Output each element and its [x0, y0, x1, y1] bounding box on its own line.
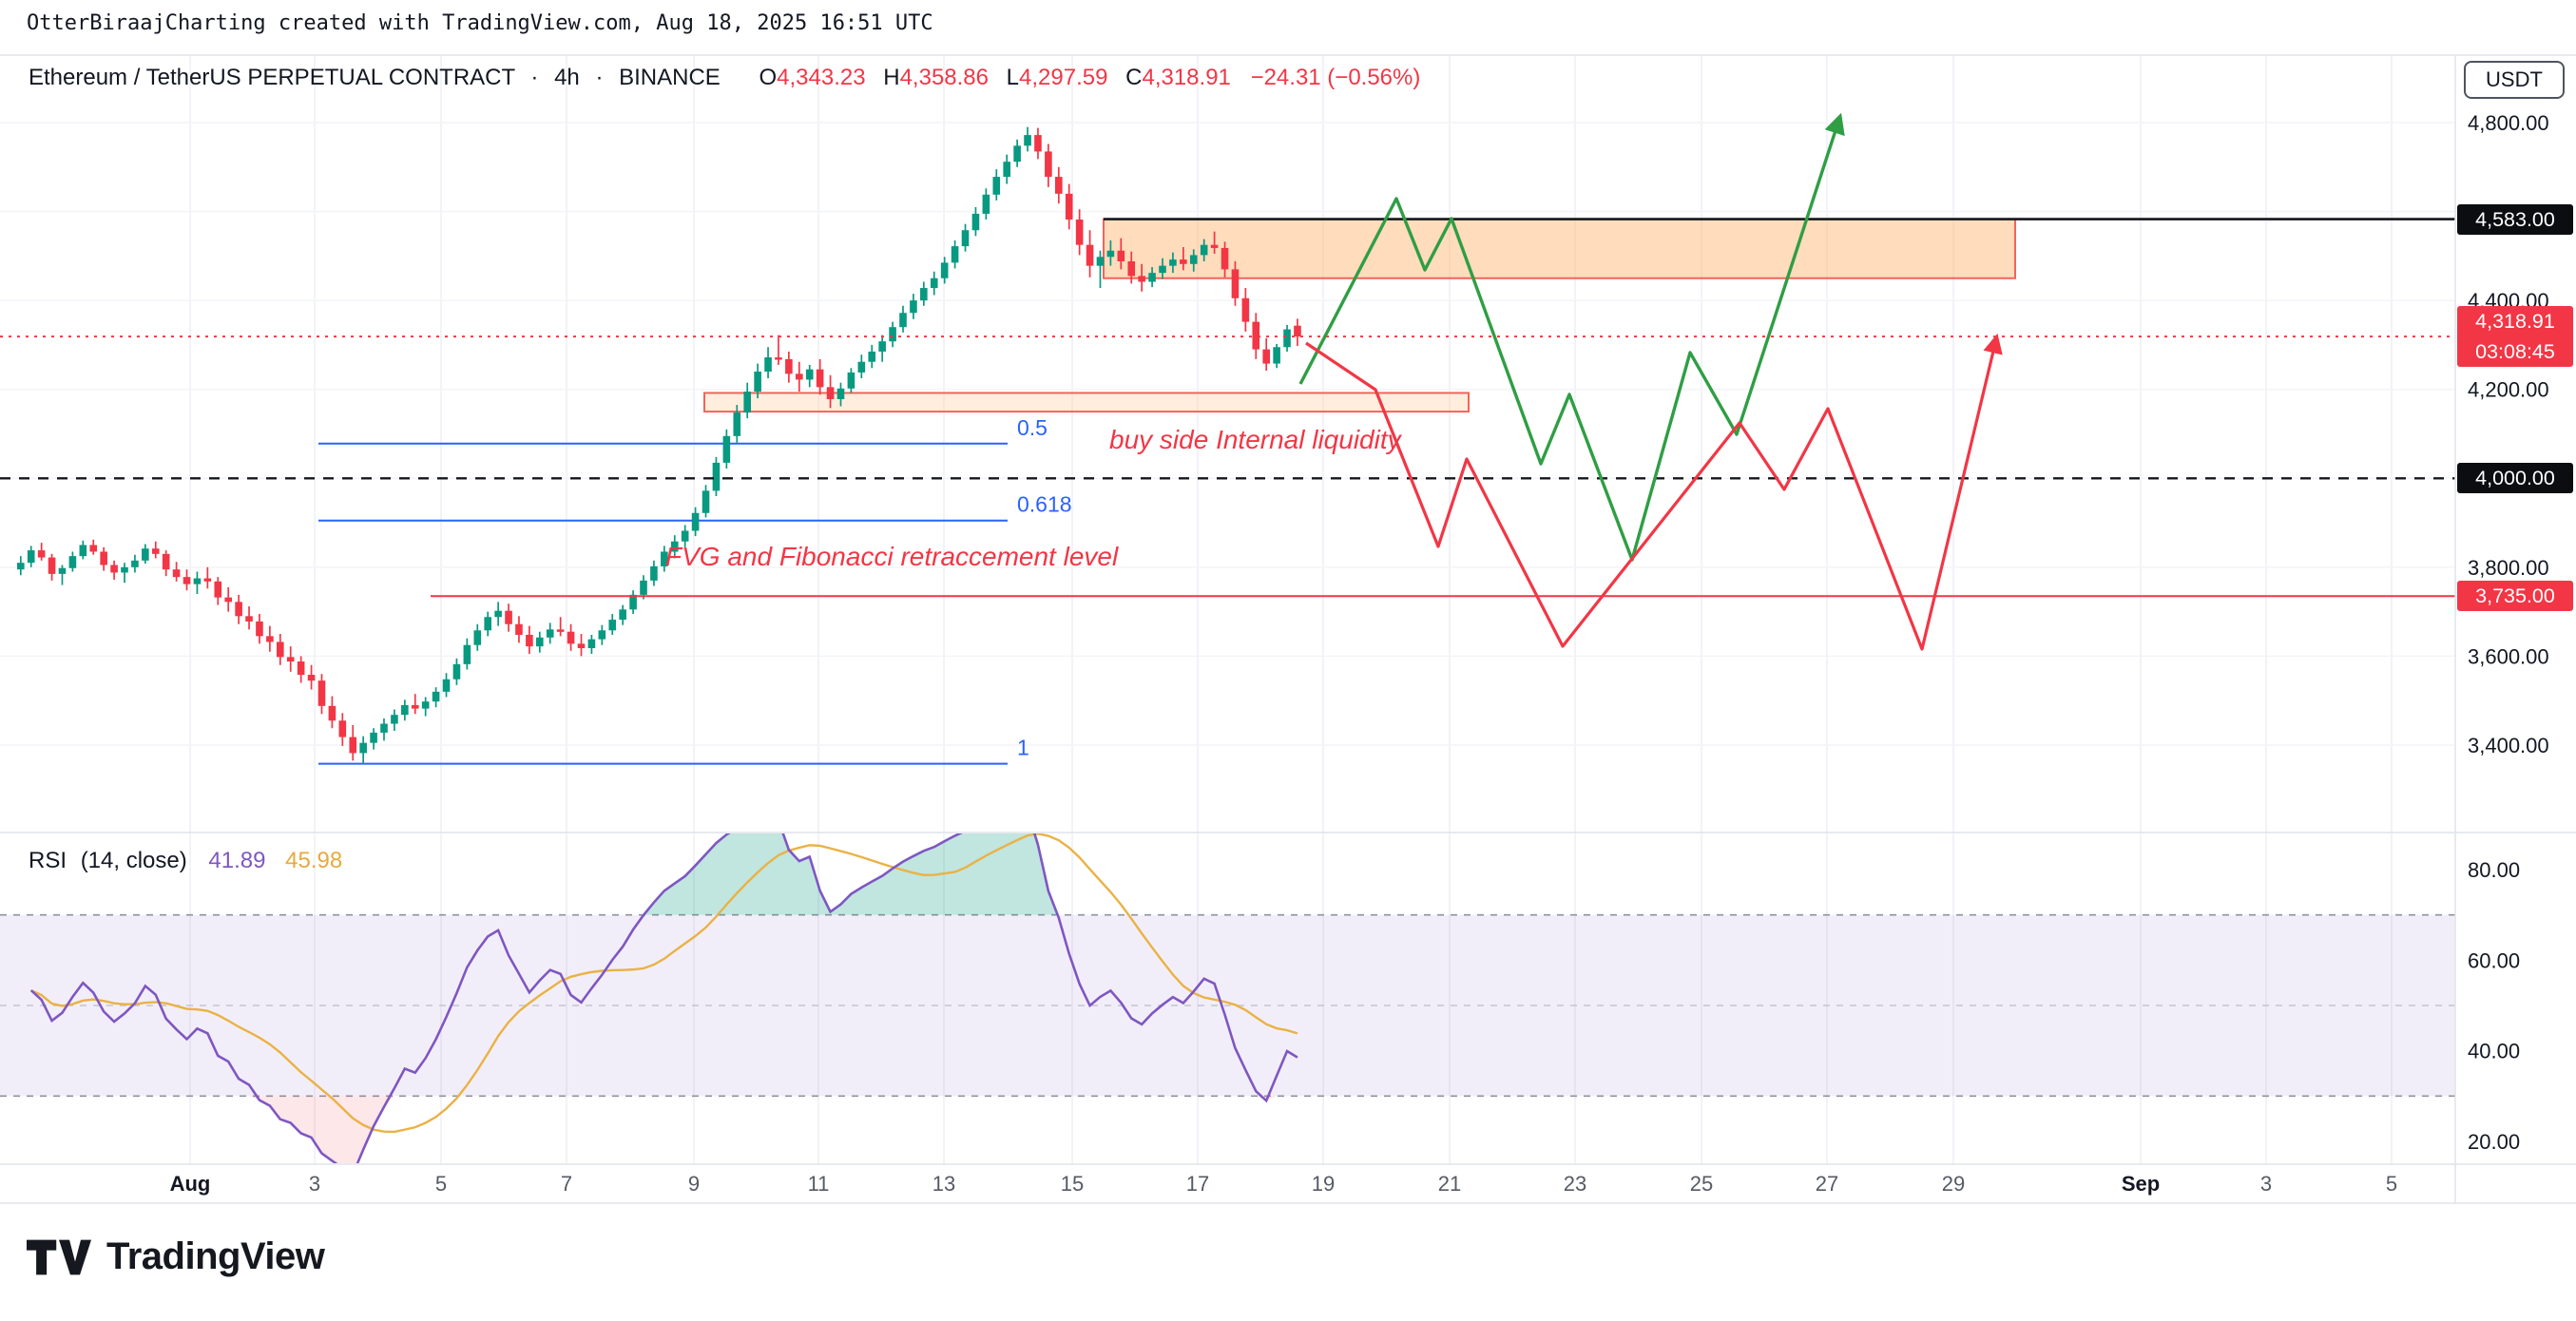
svg-text:3: 3 — [2260, 1172, 2272, 1196]
close-label: C — [1125, 65, 1143, 90]
svg-text:3,400.00: 3,400.00 — [2468, 734, 2549, 757]
low-label: L — [1006, 65, 1020, 90]
svg-text:17: 17 — [1186, 1172, 1209, 1196]
candlestick-series — [17, 126, 1301, 764]
svg-text:7: 7 — [561, 1172, 572, 1196]
interval-label: 4h — [554, 65, 580, 90]
change-value: −24.31 (−0.56%) — [1250, 65, 1421, 90]
exchange-label: BINANCE — [619, 65, 721, 90]
fib-retracement: 0.5 0.618 1 — [318, 415, 1072, 765]
open-label: O — [759, 65, 778, 90]
rsi-band — [0, 913, 2455, 1098]
svg-text:Aug: Aug — [170, 1172, 211, 1196]
svg-text:3,600.00: 3,600.00 — [2468, 644, 2549, 668]
price-axis-labels: 4,800.00 4,400.00 4,200.00 3,800.00 3,600.00… — [2468, 111, 2549, 1154]
svg-text:3: 3 — [309, 1172, 320, 1196]
attribution-text: OtterBiraajCharting created with Trading… — [27, 11, 933, 35]
svg-text:5: 5 — [435, 1172, 447, 1196]
rsi-title: RSI — [29, 848, 67, 873]
svg-text:3,800.00: 3,800.00 — [2468, 556, 2549, 580]
svg-text:11: 11 — [808, 1172, 830, 1196]
svg-text:27: 27 — [1816, 1172, 1838, 1196]
tradingview-logo[interactable]: TradingView — [27, 1235, 325, 1278]
attribution-bar: OtterBiraajCharting created with Trading… — [27, 11, 933, 35]
svg-text:1: 1 — [1017, 736, 1029, 760]
svg-text:19: 19 — [1312, 1172, 1335, 1196]
text-annotation: FVG and Fibonacci retraccement level — [665, 542, 1119, 571]
currency-toggle-button[interactable]: USDT — [2464, 61, 2565, 99]
text-annotation: buy side Internal liquidity — [1109, 425, 1403, 454]
svg-text:0.618: 0.618 — [1017, 492, 1072, 517]
rsi-legend: RSI (14, close) 41.89 45.98 — [29, 848, 342, 874]
rsi-value: 41.89 — [208, 848, 266, 873]
svg-text:80.00: 80.00 — [2468, 858, 2520, 882]
open-value: 4,343.23 — [777, 65, 866, 90]
svg-text:40.00: 40.00 — [2468, 1040, 2520, 1063]
ohlc-values: O4,343.23 H4,358.86 L4,297.59 C4,318.91 … — [747, 65, 1420, 90]
svg-text:4,800.00: 4,800.00 — [2468, 111, 2549, 135]
svg-text:21: 21 — [1438, 1172, 1461, 1196]
svg-text:5: 5 — [2386, 1172, 2397, 1196]
symbol-title: Ethereum / TetherUS PERPETUAL CONTRACT — [29, 65, 515, 90]
rsi-plot — [29, 833, 1298, 1163]
svg-text:29: 29 — [1942, 1172, 1965, 1196]
legend-separator: · — [595, 65, 604, 90]
svg-text:Sep: Sep — [2122, 1172, 2160, 1196]
svg-text:60.00: 60.00 — [2468, 948, 2520, 972]
svg-text:25: 25 — [1690, 1172, 1713, 1196]
price-lines — [0, 218, 2455, 598]
svg-text:23: 23 — [1564, 1172, 1586, 1196]
svg-text:9: 9 — [688, 1172, 700, 1196]
tradingview-mark-icon — [27, 1239, 91, 1274]
frame-lines — [0, 54, 2576, 1204]
time-axis-labels: Aug 3 5 7 9 11 13 15 17 19 21 23 25 27 29 Sep 3 5 — [170, 1172, 2398, 1196]
legend-separator: · — [530, 65, 539, 90]
symbol-legend: Ethereum / TetherUS PERPETUAL CONTRACT ·… — [29, 65, 1420, 91]
high-value: 4,358.86 — [899, 65, 989, 90]
svg-text:13: 13 — [932, 1172, 955, 1196]
close-value: 4,318.91 — [1142, 65, 1231, 90]
low-value: 4,297.59 — [1019, 65, 1108, 90]
high-label: H — [883, 65, 900, 90]
rsi-ma-line — [30, 833, 1298, 1134]
bullish-projection — [1298, 112, 1845, 562]
bearish-projection — [1305, 333, 2003, 651]
svg-text:15: 15 — [1061, 1172, 1084, 1196]
tradingview-wordmark: TradingView — [106, 1235, 325, 1277]
svg-text:20.00: 20.00 — [2468, 1130, 2520, 1154]
gridlines — [0, 55, 2455, 1164]
svg-text:4,200.00: 4,200.00 — [2468, 378, 2549, 402]
rsi-ma-value: 45.98 — [285, 848, 343, 873]
svg-text:4,400.00: 4,400.00 — [2468, 289, 2549, 313]
projection-arrows — [1298, 112, 2003, 651]
rsi-params: (14, close) — [80, 848, 187, 873]
fvg-boxes — [703, 218, 2016, 413]
rsi-line — [29, 833, 1298, 1163]
svg-text:0.5: 0.5 — [1017, 415, 1048, 440]
